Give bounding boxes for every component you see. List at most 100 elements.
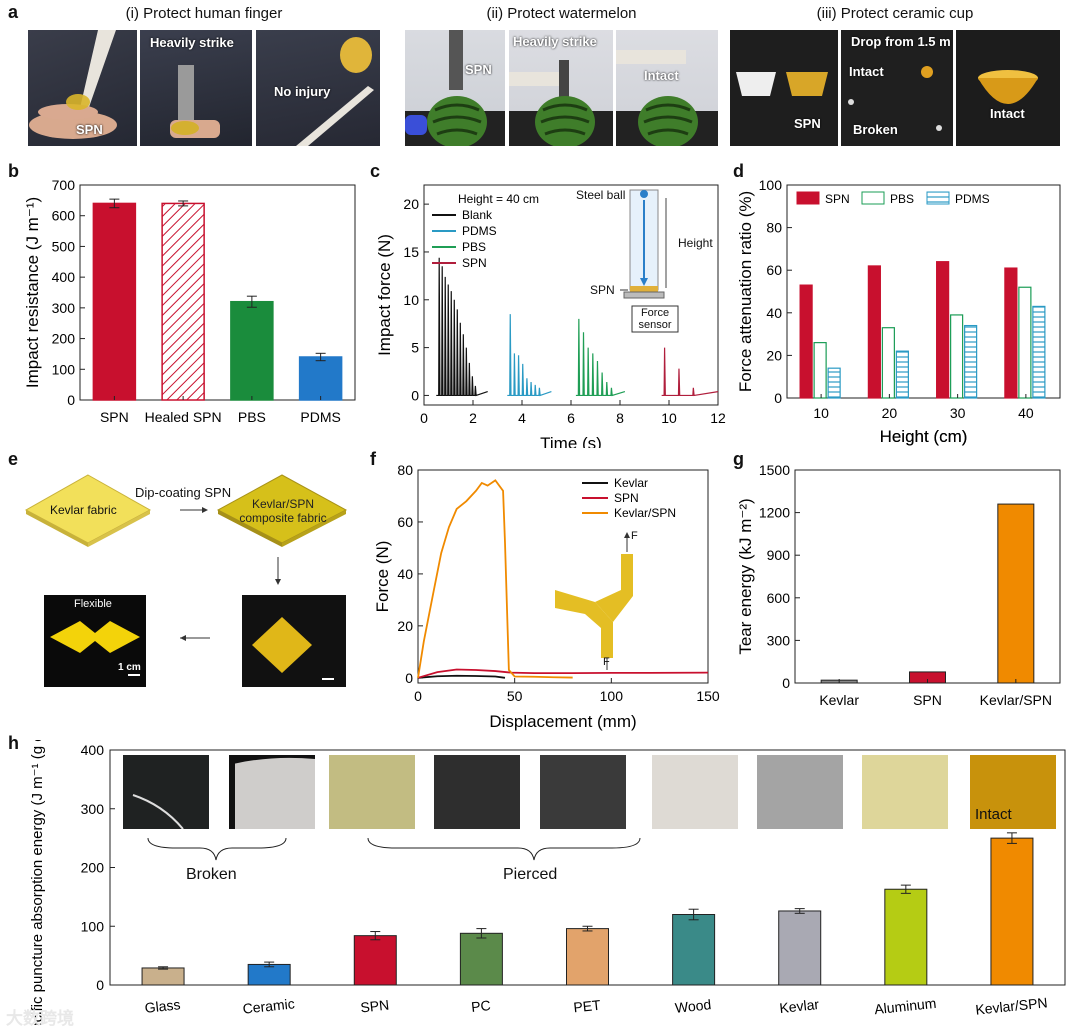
x-tick-label: 50 <box>507 688 523 704</box>
x-tick-label: Kevlar <box>819 692 859 708</box>
x-tick-label: 0 <box>414 688 422 704</box>
cup-drop-illustration <box>848 66 942 131</box>
y-tick-label: 700 <box>52 177 76 193</box>
x-axis-label-d: Height (cm) <box>880 427 968 446</box>
label-intact-cup: Intact <box>990 106 1025 121</box>
photo-finger-no-injury: No injury <box>256 30 380 146</box>
y-tick-label: 300 <box>767 632 791 648</box>
sample-photo-ceramic <box>229 755 315 829</box>
label-composite-fabric: Kevlar/SPN composite fabric <box>238 497 328 525</box>
sample-photo-pc <box>434 755 520 829</box>
watermark: 大数跨境 <box>6 1009 74 1028</box>
x-axis-label: Displacement (mm) <box>489 712 636 731</box>
tear-specimen-inset: F F <box>555 530 655 676</box>
bar <box>1032 305 1046 399</box>
plot-frame <box>417 469 709 684</box>
chart-b: 0 100 200 300 400 500 600 700 Impact resistance … <box>23 177 356 425</box>
photo-finger-strike: Heavily strike <box>140 30 252 146</box>
legend-swatch <box>926 191 950 205</box>
bar <box>884 888 928 986</box>
bar <box>950 314 964 399</box>
label-broken-h: Broken <box>186 866 237 883</box>
cleaver-illustration <box>296 37 374 146</box>
x-axis-label: Height (cm) <box>880 427 968 446</box>
x-tick-label: PBS <box>238 409 266 425</box>
chart-g: 0 300 600 900 1200 1500 Tear energy (kJ m⁻²) Ke… <box>736 462 1061 708</box>
label-spn-finger: SPN <box>76 122 103 137</box>
y-tick-label: 1500 <box>759 462 790 478</box>
y-tick-label: 200 <box>52 331 76 347</box>
sample-photo-pet <box>540 755 626 829</box>
label-steel-ball: Steel ball <box>576 188 626 202</box>
legend-swatch <box>796 191 820 205</box>
legend-label: PBS <box>890 192 914 206</box>
label-intact-cup-drop: Intact <box>849 64 884 79</box>
bar <box>936 261 950 399</box>
y-tick-label: 500 <box>52 238 76 254</box>
y-axis-label: Tear energy (kJ m⁻²) <box>736 498 755 654</box>
plot-frame <box>79 184 356 401</box>
x-tick-label: 20 <box>882 405 898 421</box>
x-axis-label: Time (s) <box>540 434 602 448</box>
label-force-sensor: Force sensor <box>632 307 678 331</box>
legend-label: PDMS <box>955 192 990 206</box>
x-tick-label: Ceramic <box>242 995 296 1016</box>
legend-label: SPN <box>825 192 850 206</box>
x-tick-label: 8 <box>616 410 624 426</box>
panel-label-e: e <box>8 449 19 469</box>
x-tick-label: 6 <box>567 410 575 426</box>
label-heavily-strike-2: Heavily strike <box>513 34 597 49</box>
y-tick-label: 15 <box>403 244 419 260</box>
x-tick-label: 100 <box>600 688 624 704</box>
legend-swatch <box>861 191 885 205</box>
bar <box>230 300 274 401</box>
y-tick-label: 20 <box>403 196 419 212</box>
label-scale-1cm: 1 cm <box>118 662 141 673</box>
drop-tower-inset: Steel ball Height SPN Force sensor <box>576 180 726 340</box>
x-tick-label: SPN <box>100 409 129 425</box>
panel-label-d: d <box>733 161 744 181</box>
x-tick-label: Glass <box>144 996 181 1016</box>
legend-label: SPN <box>462 256 487 270</box>
y-tick-label: 200 <box>81 860 105 876</box>
label-kevlar-fabric: Kevlar fabric <box>50 503 117 517</box>
sample-photo-kevlar-spn <box>970 755 1056 829</box>
bar <box>799 284 813 399</box>
chart-title: Height = 40 cm <box>458 192 539 206</box>
x-tick-label: Healed SPN <box>145 409 222 425</box>
x-tick-label: PET <box>573 997 602 1016</box>
panel-a-title-cup: (iii) Protect ceramic cup <box>816 5 974 22</box>
series-line <box>661 347 719 397</box>
y-tick-label: 100 <box>52 361 76 377</box>
label-intact-h: Intact <box>975 806 1012 823</box>
sample-photo-aluminum <box>862 755 948 829</box>
y-axis-label: Specific puncture absorption energy (J m… <box>29 740 46 1025</box>
bar <box>964 324 978 399</box>
x-tick-label: 0 <box>420 410 428 426</box>
label-flexible: Flexible <box>74 598 112 610</box>
y-tick-label: 100 <box>759 177 783 193</box>
bar <box>867 265 881 399</box>
legend-label: PBS <box>462 240 486 254</box>
legend-label: PDMS <box>462 224 497 238</box>
series-line <box>575 318 626 397</box>
y-tick-label: 60 <box>766 262 782 278</box>
x-tick-label: 40 <box>1018 405 1034 421</box>
label-force-line1: Force <box>640 307 670 319</box>
bar <box>161 202 205 401</box>
y-tick-label: 80 <box>397 462 413 478</box>
panel-a-title-finger: (i) Protect human finger <box>125 5 283 22</box>
label-f-top: F <box>631 530 638 542</box>
bar <box>566 928 609 986</box>
bar <box>1018 286 1032 399</box>
bar <box>1004 267 1018 399</box>
bar <box>778 910 822 986</box>
x-tick-label: SPN <box>913 692 942 708</box>
tear-specimen-illustration <box>555 532 633 676</box>
panel-e-flow: Kevlar fabric Dip-coating SPN Kevlar/SPN… <box>20 455 360 695</box>
label-composite-line1: Kevlar/SPN <box>251 497 315 511</box>
x-tick-label: 30 <box>950 405 966 421</box>
chart-f: 0 20 40 60 80 Force (N) Displacement (mm) 0 50 10… <box>373 462 720 731</box>
y-axis-label: Force attenuation ratio (%) <box>736 191 755 392</box>
